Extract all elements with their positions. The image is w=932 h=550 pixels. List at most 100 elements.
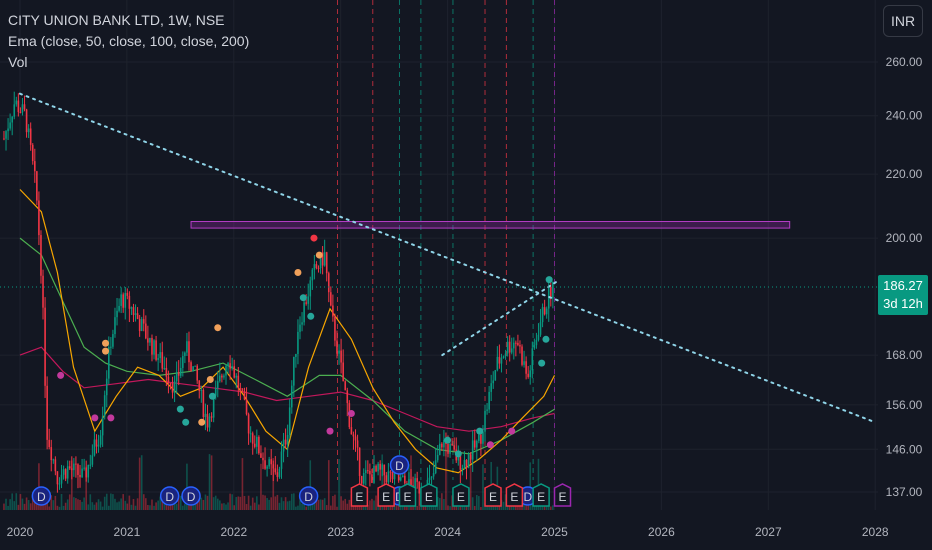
candle-body — [54, 459, 57, 472]
signal-dot — [347, 409, 355, 417]
volume-bar — [161, 498, 164, 510]
candle-body — [97, 444, 100, 447]
candle-body — [175, 372, 178, 382]
candle-body — [492, 380, 495, 384]
volume-bar — [325, 505, 328, 510]
volume-bar — [381, 454, 384, 510]
candle-body — [177, 372, 180, 376]
volume-bar — [334, 494, 336, 510]
candle-body — [231, 366, 233, 369]
volume-bar — [124, 500, 127, 510]
volume-bar — [122, 494, 124, 510]
time-tick-label: 2024 — [434, 525, 461, 539]
candle-body — [512, 342, 515, 349]
candle-body — [256, 436, 258, 447]
candle-body — [338, 350, 340, 354]
candle-body — [216, 381, 219, 389]
ema-indicator-label[interactable]: Ema (close, 50, close, 100, close, 200) — [8, 33, 250, 49]
dividend-marker — [159, 486, 180, 506]
volume-bar — [212, 497, 215, 510]
time-axis[interactable]: 2020 2021 2022 2023 2024 2025 2026 2027 2028 — [7, 525, 889, 539]
signal-dot — [454, 450, 462, 458]
candle-body — [397, 472, 400, 481]
trendlines[interactable] — [19, 92, 877, 424]
candle-body — [383, 464, 386, 476]
candle-body — [208, 416, 211, 428]
candle-body — [179, 367, 182, 376]
candle-body — [75, 463, 77, 465]
last-price-value: 186.27 — [883, 278, 923, 293]
volume-bar — [56, 505, 59, 510]
signal-dot — [91, 414, 99, 422]
volume-bar — [253, 502, 256, 510]
candle-body — [219, 375, 221, 382]
volume-bar — [338, 458, 340, 510]
volume-indicator-label[interactable]: Vol — [8, 54, 28, 70]
volume-bar — [62, 505, 65, 510]
volume-bar — [229, 493, 231, 510]
candle-body — [128, 295, 131, 309]
candle-body — [301, 322, 303, 325]
volume-bar — [71, 460, 73, 510]
volume-bar — [128, 495, 131, 510]
volume-bar — [529, 462, 532, 510]
volume-bar — [346, 503, 349, 510]
volume-bar — [216, 498, 219, 510]
candle-body — [66, 466, 69, 479]
volume-bar — [130, 504, 133, 510]
candle-body — [480, 434, 482, 444]
candle-body — [130, 307, 133, 309]
currency-button[interactable]: INR — [883, 5, 923, 37]
volume-bar — [221, 503, 223, 510]
candle-body — [506, 341, 509, 354]
volume-bar — [142, 494, 145, 510]
candle-body — [441, 443, 443, 448]
volume-bar — [258, 504, 260, 510]
candle-body — [21, 104, 24, 113]
volume-bar — [327, 460, 330, 510]
candle-body — [95, 439, 98, 447]
volume-bar — [54, 495, 57, 510]
candle-body — [453, 445, 455, 450]
signal-dot — [315, 251, 323, 259]
candle-body — [233, 366, 236, 378]
signal-dot — [486, 441, 494, 449]
candle-body — [212, 395, 215, 418]
candle-body — [369, 470, 371, 475]
ema100-line — [19, 237, 555, 455]
candle-body — [73, 463, 75, 471]
candle-body — [288, 407, 291, 435]
candle-body — [190, 362, 192, 372]
time-tick-label: 2028 — [862, 525, 889, 539]
candle-body — [124, 293, 127, 308]
candle-body — [494, 370, 497, 381]
volume-bar — [206, 495, 209, 510]
symbol-title[interactable]: CITY UNION BANK LTD, 1W, NSE — [8, 12, 225, 28]
volume-bar — [330, 505, 332, 510]
volume-bar — [288, 500, 291, 510]
earnings-marker-label: E — [355, 490, 363, 504]
volume-bar — [451, 495, 453, 510]
candle-body — [490, 383, 492, 392]
price-axis[interactable]: 260.00 240.00 220.00 200.00 168.00 156.00 146.… — [886, 55, 923, 499]
candle-body — [25, 109, 28, 133]
candle-body — [299, 324, 301, 332]
signal-dot — [176, 405, 184, 413]
candle-body — [286, 434, 289, 445]
candle-body — [13, 104, 16, 117]
event-markers[interactable]: DDDDDDDEEEEEEEEE — [31, 455, 572, 507]
volume-bar — [126, 503, 129, 510]
time-tick-label: 2022 — [220, 525, 247, 539]
earnings-marker — [452, 483, 470, 507]
candle-body — [459, 451, 462, 470]
volume-bar — [245, 504, 248, 510]
candle-body — [31, 144, 34, 162]
candle-body — [192, 366, 194, 372]
volume-bar — [11, 493, 13, 510]
candle-body — [105, 378, 108, 396]
candle-body — [29, 128, 32, 145]
candle-body — [165, 367, 168, 377]
volume-bar — [73, 497, 75, 510]
candle-body — [336, 340, 338, 354]
